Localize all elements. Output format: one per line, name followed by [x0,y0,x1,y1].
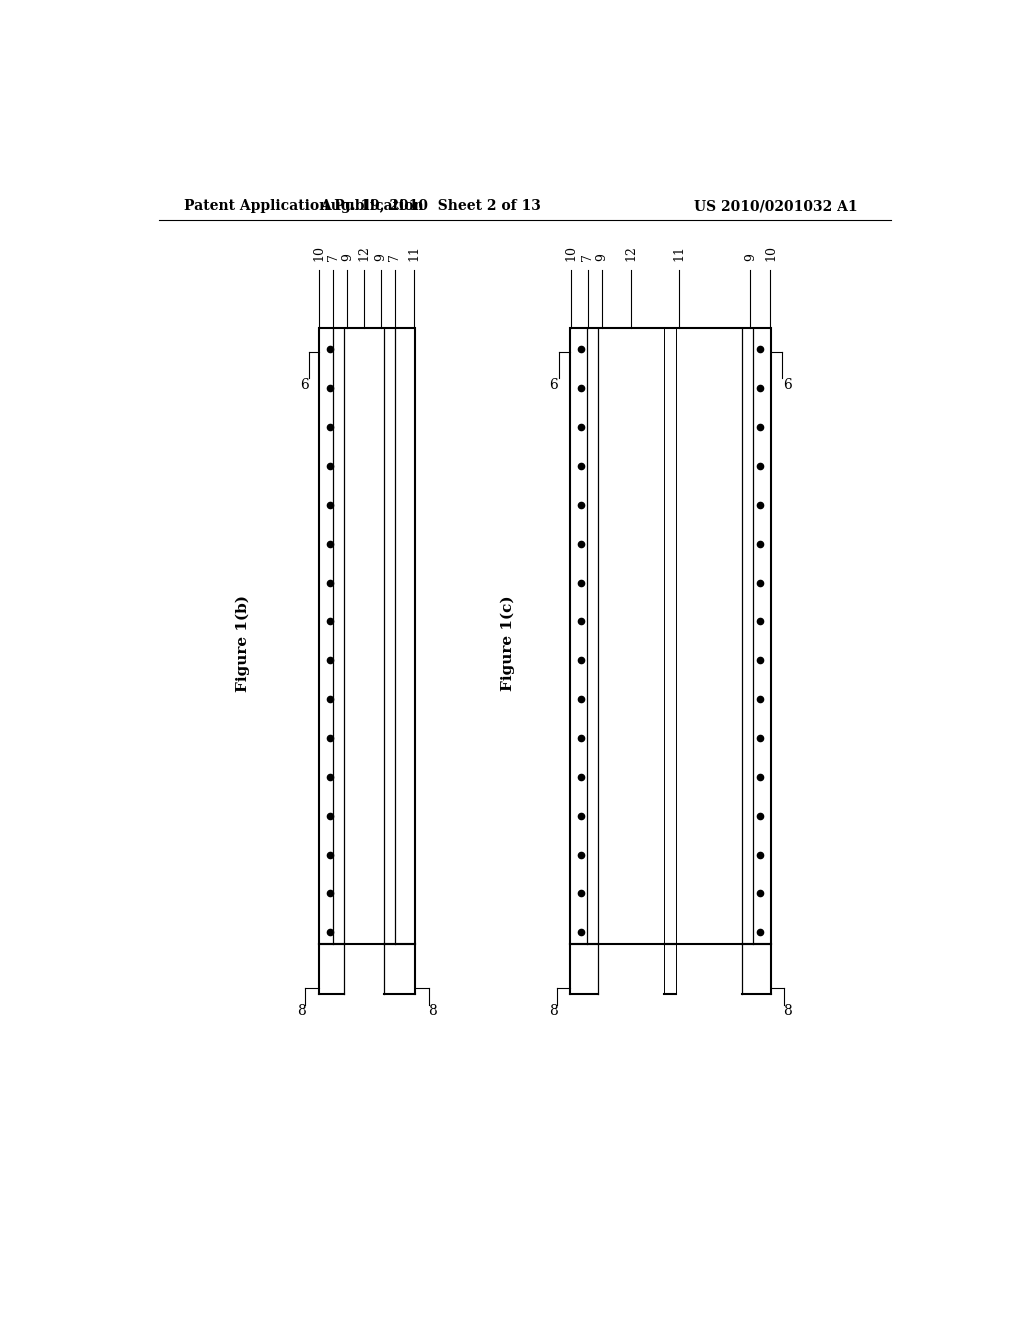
Text: Figure 1(b): Figure 1(b) [236,595,250,692]
Text: 6: 6 [783,378,792,392]
Text: 12: 12 [357,246,370,261]
Text: 8: 8 [428,1003,437,1018]
Text: US 2010/0201032 A1: US 2010/0201032 A1 [693,199,857,213]
Text: Figure 1(c): Figure 1(c) [501,595,515,692]
Text: 6: 6 [549,378,558,392]
Text: 8: 8 [783,1003,792,1018]
Text: 10: 10 [313,244,326,261]
Text: 7: 7 [388,253,401,261]
Text: 11: 11 [673,244,685,261]
Text: Patent Application Publication: Patent Application Publication [183,199,424,213]
Bar [569,327,771,944]
Text: 10: 10 [764,244,777,261]
Text: 9: 9 [341,253,354,261]
Text: 12: 12 [625,246,638,261]
Text: 6: 6 [300,378,309,392]
Text: 7: 7 [327,253,340,261]
Text: 8: 8 [549,1003,558,1018]
Text: 8: 8 [297,1003,306,1018]
Text: 9: 9 [595,253,608,261]
Text: 9: 9 [374,253,387,261]
Bar [318,327,415,944]
Text: 9: 9 [743,253,757,261]
Text: 11: 11 [408,244,421,261]
Text: Aug. 19, 2010  Sheet 2 of 13: Aug. 19, 2010 Sheet 2 of 13 [319,199,541,213]
Text: 7: 7 [581,253,594,261]
Text: 10: 10 [564,244,578,261]
